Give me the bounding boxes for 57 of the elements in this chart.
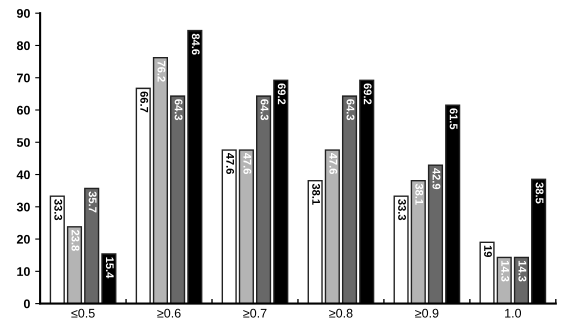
- y-tick-label: 70: [17, 74, 30, 82]
- x-tick-label: ≥0.8: [329, 308, 353, 318]
- data-label: 47.6: [243, 152, 252, 174]
- data-label: 61.5: [450, 108, 458, 130]
- y-tick-label: 50: [16, 138, 30, 147]
- bar: [324, 149, 340, 304]
- x-tick-label: ≤0.5: [71, 308, 95, 318]
- bar: [152, 57, 168, 304]
- y-tick-label: 60: [16, 106, 30, 115]
- data-label: 38.1: [415, 184, 424, 205]
- bar: [136, 88, 151, 304]
- data-label: 33.3: [398, 199, 406, 220]
- data-label: 47.6: [226, 152, 234, 174]
- data-label: 69.2: [278, 84, 286, 104]
- bar: [342, 95, 358, 304]
- data-label: 33.3: [54, 199, 62, 220]
- data-label: 42.9: [432, 168, 440, 190]
- x-tick-label: ≥0.6: [157, 308, 181, 318]
- data-label: 84.6: [192, 34, 200, 55]
- y-tick-label: 30: [16, 202, 30, 212]
- bar: [256, 95, 272, 304]
- data-label: 15.4: [106, 257, 114, 278]
- bar: [170, 95, 186, 304]
- data-label: 38.1: [312, 184, 320, 205]
- bar: [496, 256, 512, 304]
- data-label: 35.7: [88, 191, 97, 212]
- bar: [222, 149, 237, 304]
- data-label: 64.3: [260, 99, 268, 120]
- y-tick-label: 40: [16, 170, 30, 180]
- data-label: 64.3: [174, 99, 183, 120]
- bar: [394, 195, 409, 304]
- bar: [50, 195, 65, 304]
- data-label: 64.3: [346, 99, 354, 120]
- data-label: 14.3: [501, 260, 510, 282]
- x-tick-label: ≥0.9: [415, 308, 438, 318]
- y-tick-label: 0: [24, 299, 30, 308]
- data-label: 76.2: [157, 60, 166, 82]
- data-label: 69.2: [364, 84, 372, 104]
- y-tick-label: 90: [16, 9, 30, 18]
- bar: [410, 180, 426, 304]
- data-label: 47.6: [329, 152, 338, 174]
- data-label: 66.7: [140, 92, 148, 112]
- y-tick-label: 20: [16, 234, 30, 244]
- bar: [238, 149, 254, 304]
- data-label: 14.3: [518, 260, 526, 282]
- bar: [66, 226, 82, 304]
- data-label: 19: [484, 246, 492, 258]
- bar: [479, 242, 495, 304]
- x-tick-label: ≥0.7: [243, 308, 266, 318]
- data-label: 23.8: [71, 230, 80, 251]
- bar: [428, 164, 444, 304]
- data-label: 38.5: [536, 182, 544, 204]
- bar: [308, 180, 323, 304]
- y-tick-label: 10: [17, 267, 30, 276]
- x-tick-label: 1.0: [505, 308, 522, 318]
- y-tick-label: 80: [16, 41, 30, 50]
- bar: [84, 188, 100, 304]
